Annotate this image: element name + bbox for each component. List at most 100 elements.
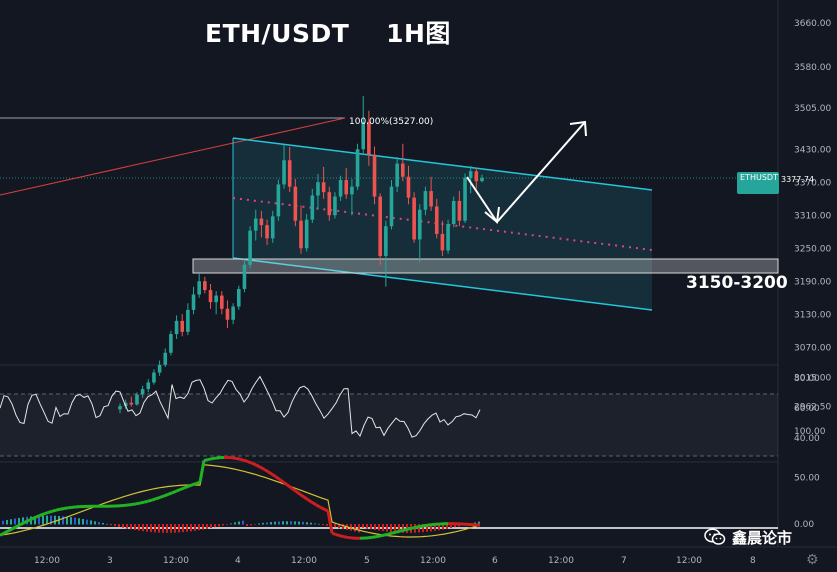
- macd-line-segment: [31, 515, 37, 521]
- macd-histogram-bar: [22, 517, 24, 525]
- macd-histogram-bar: [146, 524, 148, 532]
- candle-body: [225, 308, 230, 320]
- macd-histogram-bar: [34, 516, 36, 525]
- macd-histogram-bar: [10, 519, 12, 525]
- candle-body: [197, 281, 201, 295]
- macd-line-segment: [151, 497, 157, 502]
- chart-title: ETH/USDT 1H图: [205, 19, 451, 48]
- macd-line-segment: [147, 498, 153, 503]
- macd-line-segment: [311, 501, 317, 507]
- macd-line-segment: [403, 527, 409, 532]
- macd-line-segment: [315, 503, 321, 509]
- macd-line-segment: [343, 535, 349, 539]
- candle-body: [463, 177, 467, 221]
- candle-body: [169, 334, 173, 353]
- macd-histogram-bar: [450, 524, 452, 529]
- macd-histogram-bar: [42, 515, 44, 525]
- candle-body: [186, 309, 190, 332]
- macd-histogram-bar: [298, 521, 300, 525]
- macd-histogram-bar: [306, 522, 308, 525]
- x-tick-label: 4: [235, 556, 241, 566]
- y-tick-label: 3190.00: [794, 277, 831, 287]
- macd-histogram-bar: [454, 524, 456, 528]
- macd-histogram-bar: [326, 524, 328, 526]
- candle-body: [135, 394, 139, 405]
- macd-histogram-bar: [166, 524, 168, 533]
- macd-line-segment: [167, 491, 173, 496]
- settings-gear-icon[interactable]: ⚙: [806, 552, 819, 568]
- macd-histogram-bar: [250, 524, 252, 526]
- macd-line-segment: [375, 534, 381, 539]
- macd-histogram-bar: [246, 524, 248, 527]
- candle-body: [327, 192, 332, 216]
- candle-body: [282, 160, 286, 185]
- macd-histogram-bar: [214, 524, 216, 528]
- macd-histogram-bar: [74, 517, 76, 525]
- macd-histogram-bar: [118, 524, 120, 527]
- macd-line-segment: [259, 465, 265, 471]
- candle-body: [180, 320, 185, 332]
- macd-histogram-bar: [122, 524, 124, 528]
- x-tick-label: 7: [621, 556, 627, 566]
- macd-histogram-bar: [142, 524, 144, 532]
- macd-histogram-bar: [266, 522, 268, 525]
- channel-upper-line: [232, 137, 653, 191]
- macd-line-segment: [27, 517, 33, 523]
- macd-line-segment: [283, 481, 289, 487]
- candle-body: [367, 121, 371, 155]
- candle-body: [174, 320, 179, 335]
- macd-line-segment: [387, 531, 393, 536]
- macd-line-segment: [207, 457, 213, 462]
- candle-body: [333, 196, 337, 216]
- macd-line-segment: [155, 495, 161, 501]
- macd-histogram-bar: [70, 517, 72, 525]
- candle-body: [310, 195, 315, 220]
- candle-body: [434, 206, 439, 234]
- candle-body: [293, 186, 298, 221]
- macd-histogram-bar: [442, 524, 444, 530]
- macd-line-segment: [7, 527, 13, 533]
- macd-histogram-bar: [370, 524, 372, 530]
- macd-histogram-bar: [334, 524, 336, 528]
- candle-body: [316, 182, 320, 196]
- macd-histogram-bar: [218, 524, 220, 527]
- x-tick-label: 12:00: [548, 556, 574, 566]
- macd-histogram-bar: [38, 515, 40, 525]
- macd-histogram-bar: [54, 515, 56, 525]
- x-tick-label: 12:00: [34, 556, 60, 566]
- candle-body: [214, 295, 218, 303]
- candle-body: [389, 186, 394, 227]
- macd-histogram-bar: [378, 524, 380, 531]
- candle-body: [474, 171, 479, 182]
- candle-body: [123, 402, 128, 407]
- macd-line-segment: [43, 511, 49, 516]
- macd-line-segment: [267, 470, 273, 476]
- y-tick-label: 3430.00: [794, 145, 831, 155]
- trend-line: [0, 117, 346, 196]
- macd-histogram-bar: [342, 524, 344, 530]
- candle-body: [287, 160, 292, 187]
- x-tick-label: 5: [364, 556, 370, 566]
- macd-line-segment: [191, 482, 197, 487]
- watermark-text: 鑫晨论市: [732, 528, 793, 547]
- wechat-icon: [704, 528, 726, 546]
- macd-histogram-bar: [66, 516, 68, 525]
- y-tick-label: 3070.00: [794, 343, 831, 353]
- macd-line-segment: [23, 519, 29, 525]
- y-tick-label: 3505.00: [794, 104, 831, 114]
- macd-histogram-bar: [190, 524, 192, 532]
- x-tick-label: 12:00: [676, 556, 702, 566]
- x-tick-label: 3: [107, 556, 113, 566]
- macd-line-segment: [427, 523, 433, 527]
- macd-line-segment: [247, 460, 253, 465]
- macd-line-segment: [19, 521, 25, 527]
- candle-body: [231, 306, 235, 320]
- macd-histogram-bar: [86, 519, 88, 525]
- candle-body: [378, 196, 382, 256]
- macd-line-segment: [127, 503, 133, 507]
- forecast-arrowhead-down: [484, 206, 500, 224]
- macd-histogram-bar: [62, 516, 64, 525]
- macd-line-segment: [0, 531, 5, 537]
